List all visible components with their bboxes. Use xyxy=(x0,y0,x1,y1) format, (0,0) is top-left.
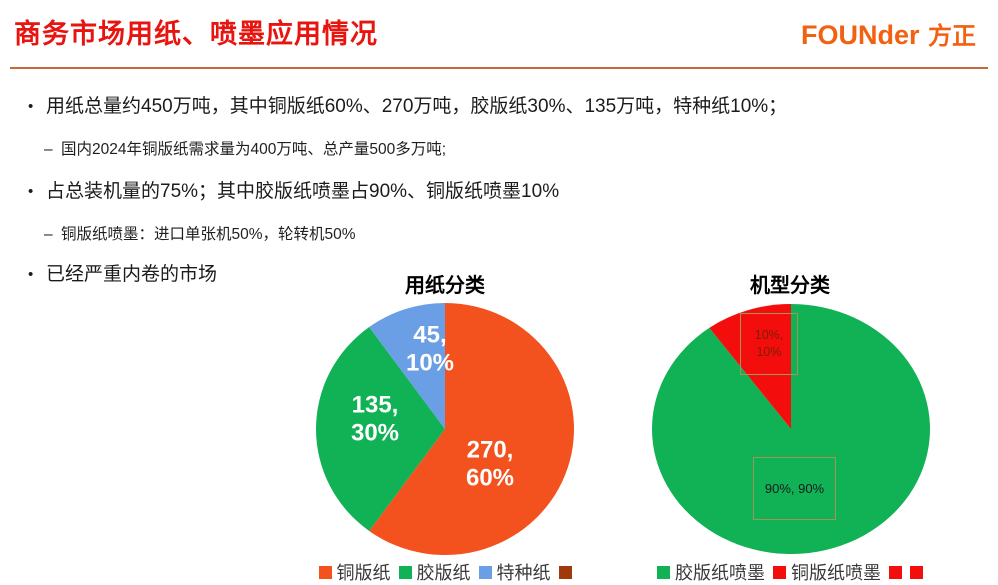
founder-logo-wordmark: FOUNder xyxy=(801,20,920,50)
legend-label: 胶版纸喷墨 xyxy=(675,563,765,583)
pie-0 xyxy=(315,303,574,555)
legend-item-1-3 xyxy=(910,565,923,579)
machine-pie-canvas: 10%, 10% 90%, 90% xyxy=(645,298,935,560)
machine-legend: 胶版纸喷墨 铜版纸喷墨 xyxy=(645,559,935,585)
legend-item-1-0: 胶版纸喷墨 xyxy=(657,559,765,585)
pie-slice-1-1 xyxy=(709,304,791,429)
legend-swatch-icon xyxy=(773,565,786,579)
dash-icon xyxy=(44,226,61,245)
legend-swatch-icon xyxy=(558,565,572,579)
legend-swatch-icon xyxy=(657,565,670,579)
chart-title-paper: 用纸分类 xyxy=(405,275,485,297)
bullet-paper-total: 用纸总量约450万吨，其中铜版纸60%、270万吨，胶版纸30%、135万吨，特… xyxy=(28,96,787,119)
bullet-dot-icon xyxy=(28,266,46,284)
page-title: 商务市场用纸、喷墨应用情况 xyxy=(14,19,378,49)
data-label-0-1: 135, 30% xyxy=(350,391,400,447)
annotation-box-1-1: 90%, 90% xyxy=(753,457,836,520)
legend-item-0-1: 胶版纸 xyxy=(398,559,471,585)
paper-classification-chart: 用纸分类 270, 60% 135, 30% 45, 10% 铜版纸 胶版纸 特种纸 xyxy=(303,274,587,585)
legend-item-1-1: 铜版纸喷墨 xyxy=(773,559,881,585)
legend-swatch-icon xyxy=(398,565,412,579)
paper-pie-canvas: 270, 60% 135, 30% 45, 10% xyxy=(303,298,587,560)
machine-classification-chart: 机型分类 10%, 10% 90%, 90% 胶版纸喷墨 铜版纸喷墨 xyxy=(645,274,935,585)
bullet-dot-icon xyxy=(28,183,46,201)
pie-1 xyxy=(651,304,930,554)
founder-logo: FOUNder 方正 xyxy=(801,16,976,51)
pie-slice-1-0 xyxy=(651,304,930,554)
bullet-text: 占总装机量的75%；其中胶版纸喷墨占90%、铜版纸喷墨10% xyxy=(46,181,560,202)
legend-label: 胶版纸 xyxy=(416,563,471,583)
bullet-involution-market: 已经严重内卷的市场 xyxy=(28,264,217,287)
legend-item-0-0: 铜版纸 xyxy=(318,559,391,585)
subbullet-coated-demand: 国内2024年铜版纸需求量为400万吨、总产量500多万吨; xyxy=(44,141,446,160)
legend-swatch-icon xyxy=(910,565,923,579)
divider-line xyxy=(10,67,988,69)
annotation-box-1-0: 10%, 10% xyxy=(740,313,798,375)
legend-label: 铜版纸喷墨 xyxy=(791,563,881,583)
bullet-text: 已经严重内卷的市场 xyxy=(46,264,218,285)
bullet-text: 铜版纸喷墨：进口单张机50%，轮转机50% xyxy=(61,226,356,243)
legend-item-0-3 xyxy=(558,565,572,579)
data-label-0-2: 45, 10% xyxy=(405,321,455,377)
legend-swatch-icon xyxy=(478,565,492,579)
chart-title-machine: 机型分类 xyxy=(750,275,830,297)
founder-logo-cjk: 方正 xyxy=(928,23,976,50)
legend-swatch-icon xyxy=(889,565,902,579)
legend-item-1-2 xyxy=(889,565,902,579)
subbullet-coated-inkjet-split: 铜版纸喷墨：进口单张机50%，轮转机50% xyxy=(44,226,356,245)
pie-slice-0-0 xyxy=(369,303,574,555)
legend-swatch-icon xyxy=(318,565,332,579)
legend-item-0-2: 特种纸 xyxy=(478,559,551,585)
bullet-installed-share: 占总装机量的75%；其中胶版纸喷墨占90%、铜版纸喷墨10% xyxy=(28,181,559,204)
bullet-text: 用纸总量约450万吨，其中铜版纸60%、270万吨，胶版纸30%、135万吨，特… xyxy=(46,96,788,117)
legend-label: 特种纸 xyxy=(496,563,551,583)
bullet-text: 国内2024年铜版纸需求量为400万吨、总产量500多万吨; xyxy=(61,141,447,158)
pie-slice-0-1 xyxy=(315,327,445,531)
data-label-0-0: 270, 60% xyxy=(465,436,515,492)
bullet-dot-icon xyxy=(28,98,46,116)
legend-label: 铜版纸 xyxy=(336,563,391,583)
pie-slice-0-2 xyxy=(369,303,445,429)
paper-legend: 铜版纸 胶版纸 特种纸 xyxy=(303,559,587,585)
dash-icon xyxy=(44,141,61,160)
